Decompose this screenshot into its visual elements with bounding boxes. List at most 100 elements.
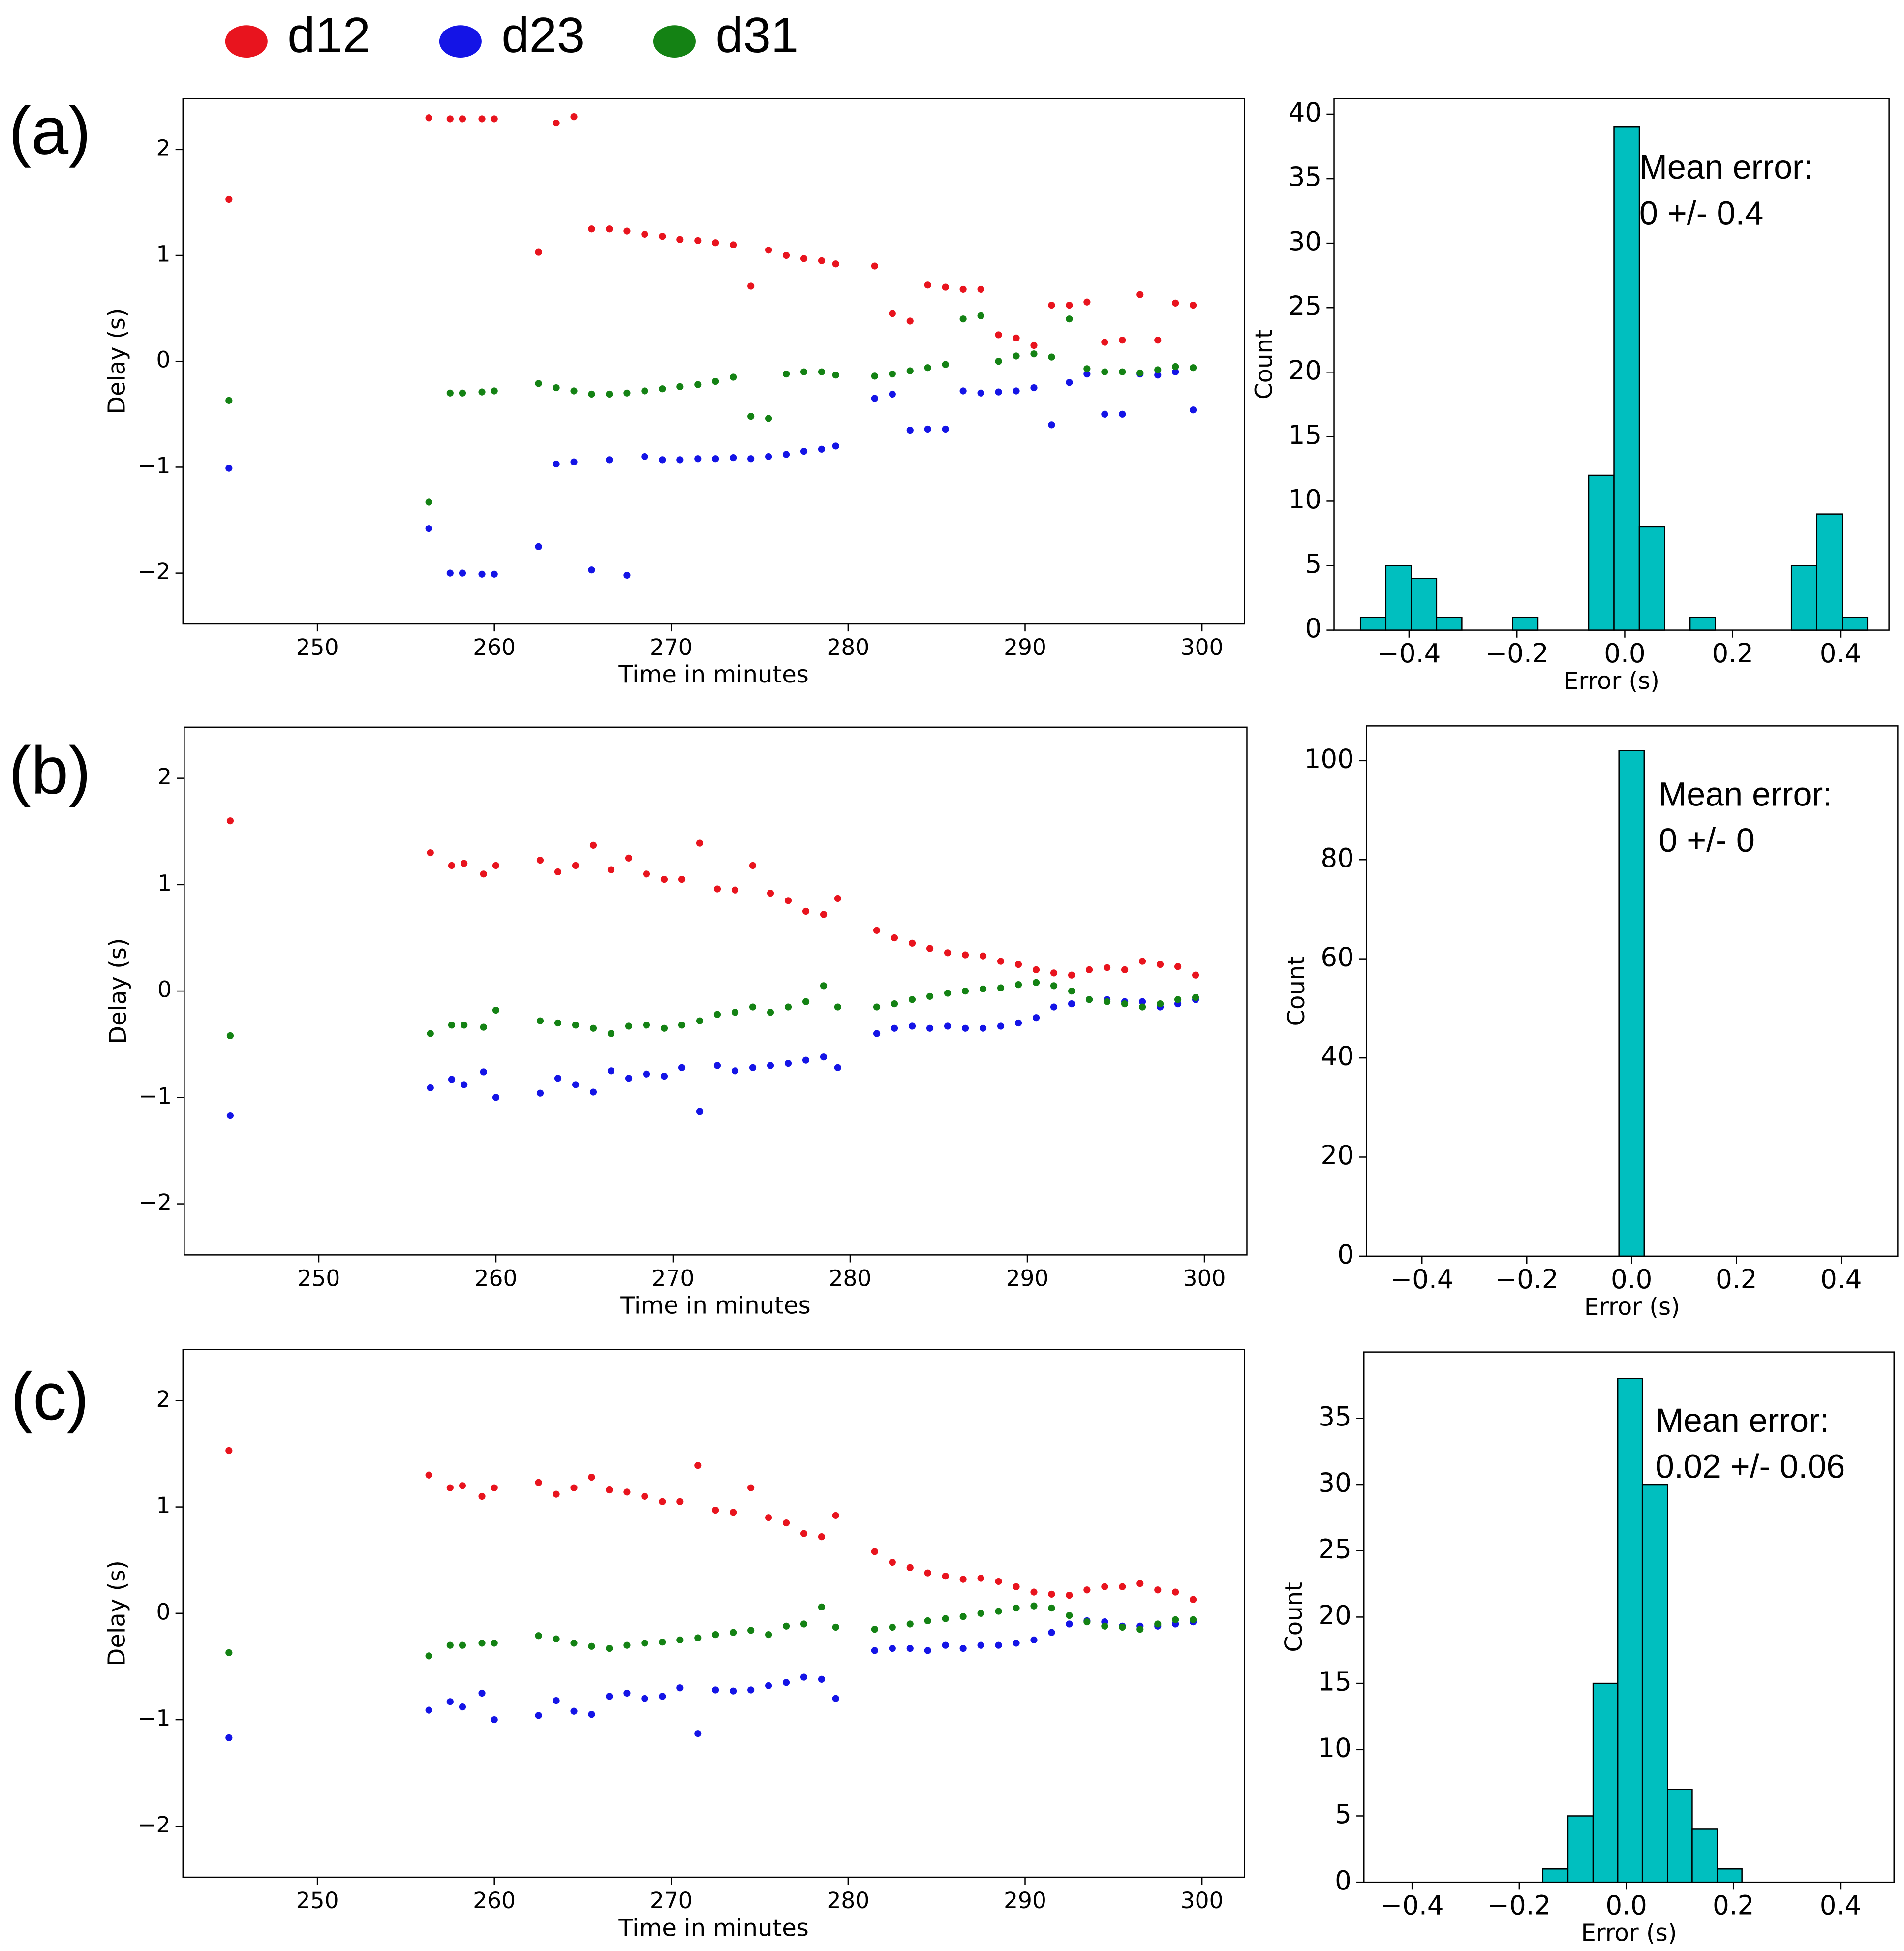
- data-point: [977, 312, 984, 319]
- data-point: [535, 248, 542, 256]
- data-point: [623, 1641, 631, 1649]
- data-point: [1068, 971, 1075, 979]
- data-point: [535, 1632, 542, 1640]
- data-point: [995, 388, 1002, 396]
- data-point: [765, 1631, 772, 1639]
- data-point: [767, 1009, 774, 1016]
- data-point: [659, 1639, 666, 1646]
- data-point: [959, 315, 967, 323]
- y-tick-label: 10: [1318, 1733, 1351, 1763]
- x-tick-label: 270: [652, 1265, 695, 1291]
- data-point: [765, 415, 772, 422]
- data-point: [747, 455, 755, 463]
- data-point: [676, 456, 684, 464]
- annotation: Mean error:: [1658, 776, 1832, 813]
- data-point: [696, 839, 704, 847]
- data-point: [461, 860, 468, 867]
- plot-frame: [182, 1349, 1245, 1878]
- data-point: [491, 1640, 498, 1647]
- data-point: [696, 1108, 704, 1115]
- x-tick-label: 290: [1004, 1888, 1046, 1914]
- data-point: [459, 1703, 466, 1711]
- y-tick-label: 40: [1321, 1041, 1354, 1072]
- data-point: [1030, 350, 1038, 358]
- y-tick-label: −2: [137, 558, 170, 585]
- data-point: [800, 1530, 808, 1537]
- data-point: [643, 1022, 650, 1029]
- data-point: [553, 384, 560, 392]
- data-point: [478, 570, 486, 578]
- data-point: [800, 1673, 808, 1681]
- data-point: [926, 992, 934, 1000]
- x-tick-label: 0.0: [1611, 1264, 1652, 1295]
- data-point: [961, 988, 969, 995]
- x-tick-label: −0.2: [1485, 638, 1549, 669]
- data-point: [1014, 981, 1022, 989]
- data-point: [1083, 365, 1091, 372]
- data-point: [676, 383, 684, 390]
- data-point: [459, 389, 466, 397]
- data-point: [1048, 353, 1055, 361]
- data-point: [908, 1022, 916, 1030]
- data-point: [461, 1081, 468, 1088]
- data-point: [820, 911, 828, 918]
- y-axis-label: Count: [1283, 956, 1310, 1026]
- data-point: [712, 1686, 719, 1694]
- x-tick-label: 0.2: [1716, 1264, 1757, 1295]
- data-point: [782, 1622, 790, 1630]
- data-point: [800, 368, 808, 375]
- data-point: [871, 395, 878, 402]
- data-point: [1172, 1588, 1179, 1596]
- data-point: [694, 455, 702, 463]
- x-tick-label: −0.4: [1377, 638, 1441, 669]
- y-tick-label: 35: [1318, 1401, 1351, 1432]
- data-point: [659, 456, 666, 464]
- data-point: [588, 566, 595, 574]
- data-point: [712, 455, 719, 463]
- data-point: [995, 1608, 1002, 1615]
- data-point: [1030, 1602, 1038, 1610]
- data-point: [782, 451, 790, 458]
- data-point: [570, 1484, 578, 1491]
- x-tick-label: 250: [298, 1265, 340, 1291]
- data-point: [1136, 1626, 1144, 1633]
- data-point: [944, 1022, 952, 1030]
- data-point: [995, 1578, 1002, 1585]
- data-point: [873, 1003, 881, 1011]
- data-point: [553, 119, 560, 127]
- data-point: [942, 1615, 949, 1622]
- data-point: [961, 1024, 969, 1032]
- histogram-bar: [1613, 126, 1640, 631]
- histogram-bar: [1411, 578, 1438, 631]
- data-point: [553, 1635, 560, 1642]
- data-point: [1083, 1586, 1091, 1594]
- data-point: [802, 1056, 810, 1064]
- data-point: [942, 1641, 949, 1649]
- data-point: [660, 876, 668, 883]
- data-point: [800, 1620, 808, 1628]
- histogram-bar: [1588, 474, 1615, 631]
- data-point: [1085, 966, 1093, 973]
- y-tick-label: −1: [137, 1705, 170, 1732]
- data-point: [871, 1647, 878, 1654]
- data-point: [1121, 1000, 1129, 1008]
- data-point: [997, 1022, 1005, 1030]
- data-point: [1050, 969, 1058, 977]
- data-point: [747, 1484, 755, 1491]
- data-point: [1032, 966, 1040, 973]
- data-point: [977, 389, 984, 397]
- data-point: [554, 1019, 562, 1027]
- annotation: 0 +/- 0.4: [1639, 194, 1763, 232]
- data-point: [694, 1462, 702, 1469]
- data-point: [478, 1492, 486, 1500]
- data-point: [1101, 1583, 1108, 1590]
- x-axis-label: Time in minutes: [620, 1292, 810, 1320]
- data-point: [767, 890, 774, 897]
- data-point: [607, 1067, 615, 1075]
- data-point: [891, 1000, 898, 1008]
- data-point: [802, 998, 810, 1005]
- data-point: [1083, 1618, 1091, 1626]
- data-point: [1030, 384, 1038, 392]
- data-point: [730, 1509, 737, 1516]
